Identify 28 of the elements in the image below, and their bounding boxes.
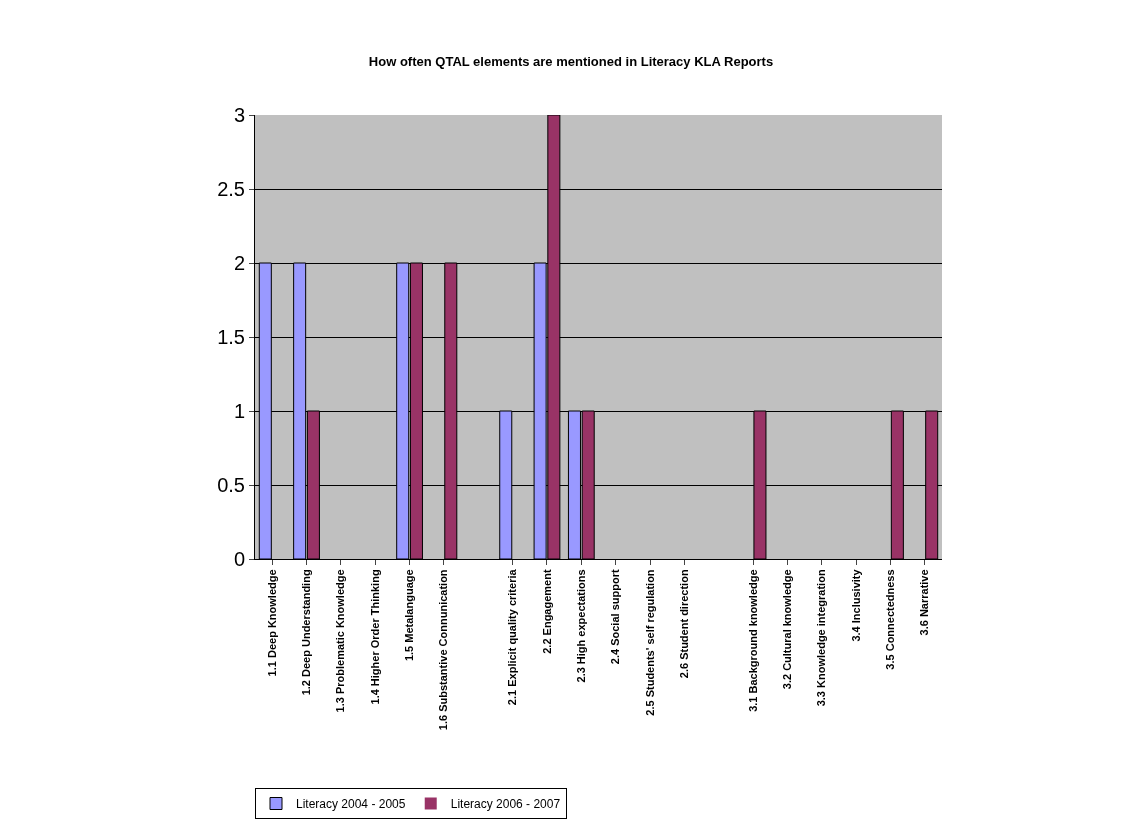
y-tick-label: 0 — [233, 548, 245, 570]
x-tick-label: 3.6 Narrative — [918, 569, 931, 636]
x-tick-label: 2.5 Students' self regulation — [643, 569, 656, 716]
x-tick-label: 3.5 Connectedness — [884, 569, 897, 670]
x-tick-label: 1.3 Problematic Knowledge — [334, 569, 347, 713]
x-tick-label: 1.5 Metalanguage — [403, 569, 416, 662]
x-tick-label: 3.4 Inclusivity — [849, 568, 862, 642]
x-tick-label: 1.4 Higher Order Thinking — [368, 569, 381, 705]
x-tick-label: 1.2 Deep Understanding — [300, 569, 313, 696]
x-tick-label: 2.6 Student direction — [677, 569, 690, 679]
x-tick-label: 2.3 High expectations — [574, 569, 587, 683]
y-tick-label: 2.5 — [217, 178, 245, 200]
x-tick-label: 1.6 Substantive Connunication — [437, 569, 450, 731]
x-tick-label: 2.4 Social support — [609, 569, 622, 665]
y-tick-label: 1 — [233, 400, 245, 422]
y-tick-label: 0.5 — [217, 474, 245, 496]
y-tick-label: 2 — [233, 252, 245, 274]
x-tick-label: 2.2 Engagement — [540, 569, 553, 654]
x-tick-label: 2.1 Explicit quality criteria — [506, 568, 519, 706]
legend-label: Literacy 2006 - 2007 — [450, 797, 561, 812]
x-tick-label: 3.2 Cultural knowledge — [780, 569, 793, 690]
y-tick-label: 1.5 — [217, 326, 245, 348]
chart-title: How often QTAL elements are mentioned in Literacy KLA Reports — [368, 54, 774, 70]
x-tick-label: 3.3 Knowledge integration — [815, 569, 828, 707]
x-tick-label: 3.1 Background knowledge — [746, 569, 759, 712]
x-tick-label: 1.1 Deep Knowledge — [265, 569, 278, 677]
legend-label: Literacy 2004 - 2005 — [296, 797, 406, 812]
y-tick-label: 3 — [233, 104, 245, 126]
